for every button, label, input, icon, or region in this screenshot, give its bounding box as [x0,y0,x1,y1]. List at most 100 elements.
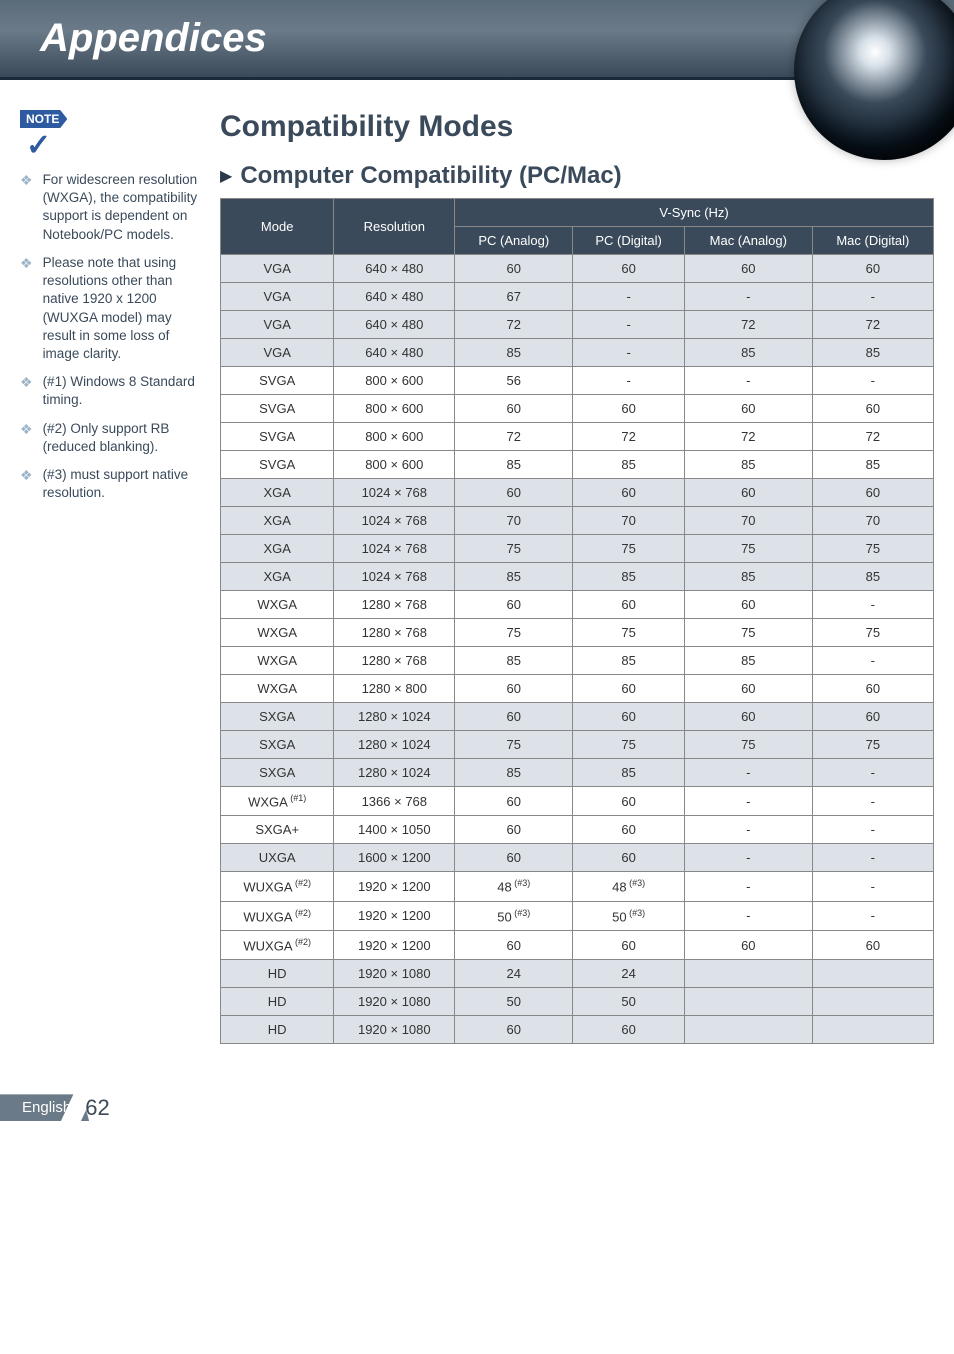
cell-resolution: 640 × 480 [334,255,455,283]
cell-mode: SVGA [221,451,334,479]
note-item: ❖ (#1) Windows 8 Standard timing. [20,373,205,409]
note-badge: NOTE [20,110,67,128]
cell-value: 50 (#3) [455,901,573,930]
cell-value: 60 [455,479,573,507]
table-row: WXGA1280 × 76875757575 [221,619,934,647]
cell-value: 60 [812,255,933,283]
col-resolution: Resolution [334,199,455,255]
cell-value: - [812,816,933,844]
cell-resolution: 1280 × 768 [334,647,455,675]
cell-mode: WXGA [221,619,334,647]
cell-resolution: 800 × 600 [334,367,455,395]
cell-value: 60 [812,703,933,731]
cell-value: 85 [455,563,573,591]
page-footer: English 62 [0,1094,954,1121]
cell-mode: XGA [221,535,334,563]
cell-value: 72 [455,423,573,451]
table-row: WXGA1280 × 80060606060 [221,675,934,703]
cell-value: 60 [455,703,573,731]
col-vsync: V-Sync (Hz) [455,199,934,227]
note-text: Please note that using resolutions other… [43,254,205,363]
cell-value: 70 [573,507,685,535]
cell-value: 67 [455,283,573,311]
table-row: WXGA1280 × 768606060- [221,591,934,619]
cell-value: 72 [684,423,812,451]
cell-value: - [812,283,933,311]
cell-value: 75 [812,731,933,759]
cell-value: 75 [684,535,812,563]
table-row: UXGA1600 × 12006060-- [221,844,934,872]
cell-resolution: 1280 × 800 [334,675,455,703]
cell-value: 60 [684,479,812,507]
cell-value: - [573,311,685,339]
cell-value: - [573,283,685,311]
cell-value: 60 [455,255,573,283]
cell-value: 85 [573,451,685,479]
cell-value: 75 [455,731,573,759]
cell-resolution: 640 × 480 [334,339,455,367]
cell-value: 75 [455,535,573,563]
cell-value: 60 [573,1016,685,1044]
cell-value: 75 [455,619,573,647]
cell-value: 70 [812,507,933,535]
cell-value: 85 [684,451,812,479]
cell-value: 85 [455,339,573,367]
cell-mode: HD [221,1016,334,1044]
cell-value: 60 [684,591,812,619]
table-row: SVGA800 × 60085858585 [221,451,934,479]
cell-resolution: 1024 × 768 [334,563,455,591]
cell-value: 75 [684,731,812,759]
table-row: VGA640 × 48060606060 [221,255,934,283]
cell-value [812,960,933,988]
cell-resolution: 640 × 480 [334,283,455,311]
note-item: ❖ (#3) must support native resolution. [20,466,205,502]
cell-value: 50 (#3) [573,901,685,930]
cell-mode: SVGA [221,395,334,423]
cell-value: 60 [573,395,685,423]
cell-value: 85 [573,647,685,675]
cell-value: 60 [573,255,685,283]
cell-value: 85 [573,759,685,787]
cell-mode: WXGA [221,647,334,675]
cell-resolution: 1920 × 1200 [334,901,455,930]
cell-resolution: 1400 × 1050 [334,816,455,844]
cell-resolution: 1024 × 768 [334,507,455,535]
cell-value: 60 [455,675,573,703]
cell-value: 24 [455,960,573,988]
cell-mode: SVGA [221,423,334,451]
cell-value: 85 [812,451,933,479]
cell-mode: WUXGA (#2) [221,872,334,901]
table-row: SVGA800 × 60056--- [221,367,934,395]
diamond-bullet-icon: ❖ [20,373,33,409]
cell-value: 60 [812,930,933,959]
cell-value: 75 [573,619,685,647]
page-header-title: Appendices [40,16,267,61]
content-section: Compatibility Modes ▶ Computer Compatibi… [220,110,934,1044]
cell-value: 85 [684,563,812,591]
cell-value: 60 [573,675,685,703]
cell-resolution: 1920 × 1080 [334,960,455,988]
diamond-bullet-icon: ❖ [20,171,33,244]
cell-resolution: 1920 × 1080 [334,988,455,1016]
cell-resolution: 640 × 480 [334,311,455,339]
cell-value [684,960,812,988]
cell-value: 60 [812,395,933,423]
cell-value: 60 [684,255,812,283]
cell-value: 72 [684,311,812,339]
cell-value [812,988,933,1016]
table-row: VGA640 × 48067--- [221,283,934,311]
cell-value: - [812,367,933,395]
cell-value: 85 [455,647,573,675]
cell-value: 85 [812,563,933,591]
cell-mode: WUXGA (#2) [221,901,334,930]
table-row: WXGA1280 × 768858585- [221,647,934,675]
cell-value: - [684,901,812,930]
cell-mode: SXGA+ [221,816,334,844]
cell-value: 24 [573,960,685,988]
cell-mode: VGA [221,283,334,311]
col-mode: Mode [221,199,334,255]
cell-mode: WXGA [221,591,334,619]
cell-value: - [812,872,933,901]
cell-mode: HD [221,960,334,988]
cell-resolution: 800 × 600 [334,423,455,451]
